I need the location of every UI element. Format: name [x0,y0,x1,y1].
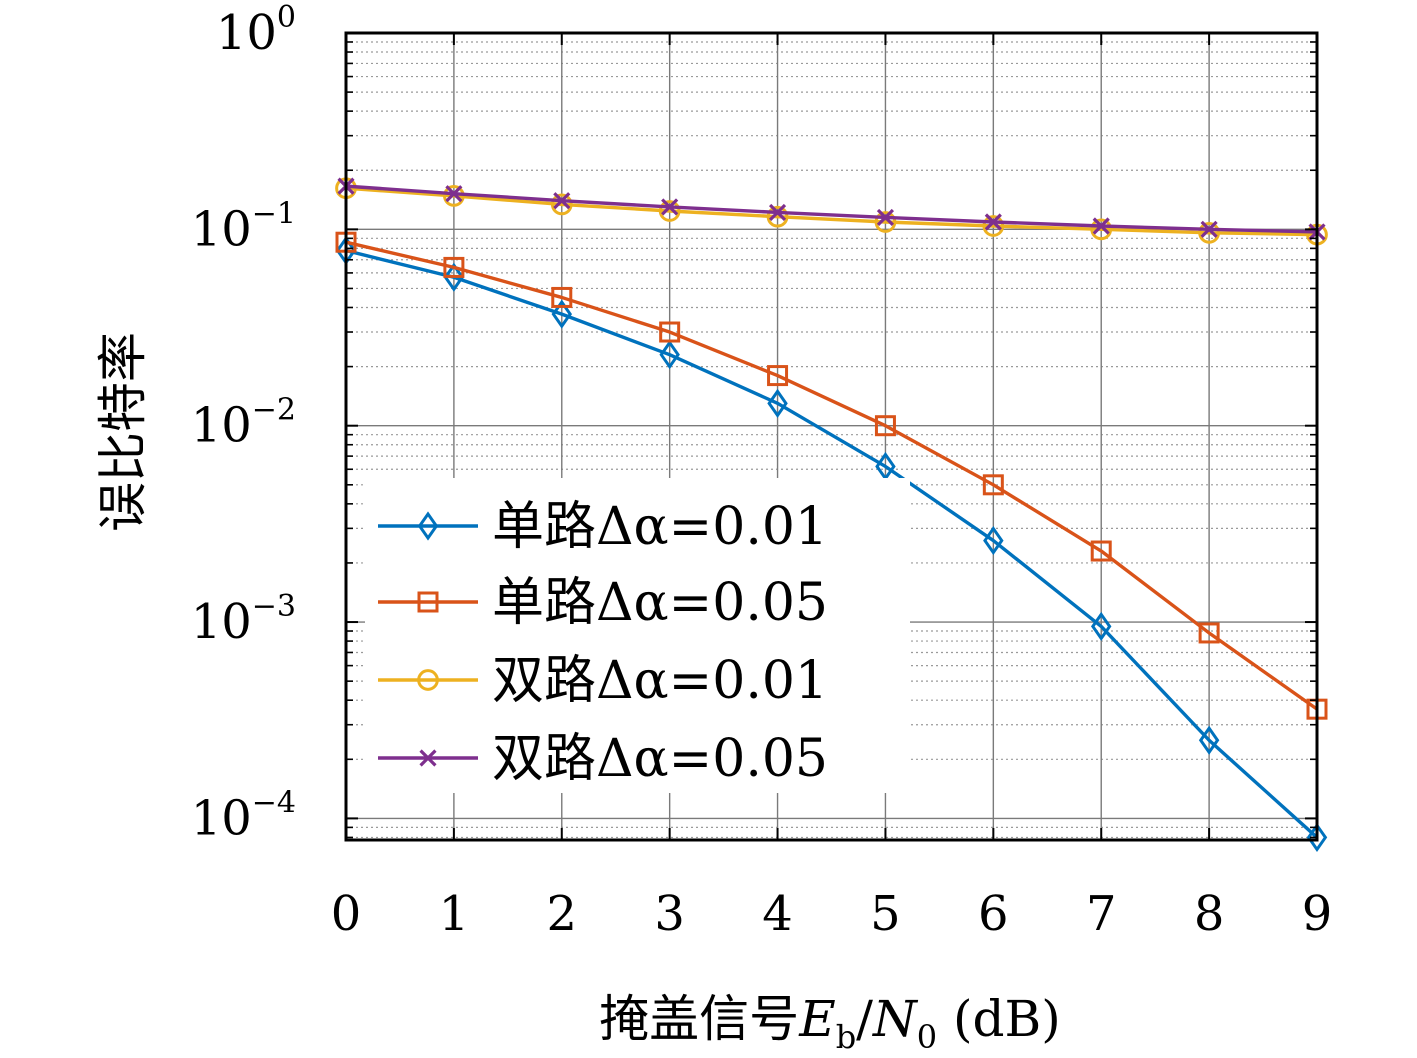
data-point-0-9 [1306,822,1328,853]
data-point-0-2 [551,299,573,329]
y-tick-label: 10−4 [191,785,296,846]
series-3 [337,177,1326,241]
series-1 [335,231,1328,720]
y-tick-label: 100 [216,0,296,61]
data-point-2-2 [550,193,573,216]
legend-item-1: 单路Δα=0.05 [378,573,828,633]
legend-label-0: 单路Δα=0.01 [492,497,828,557]
data-point-0-7 [1090,611,1112,642]
x-tick-label: 2 [547,886,578,942]
data-point-0-8 [1198,725,1220,755]
x-axis-label-suffix: (dB) [937,990,1061,1048]
data-point-3-1 [445,185,463,203]
data-point-1-1 [443,256,465,278]
series-0 [335,235,1328,853]
data-point-2-8 [1198,221,1220,244]
x-axis-label-b: b [836,1018,856,1056]
x-tick-label: 0 [331,886,362,942]
data-point-3-7 [1092,217,1110,235]
data-point-0-4 [767,388,788,418]
x-axis-label-N: N [872,990,919,1048]
y-tick-exponent: 0 [277,0,296,35]
data-point-0-1 [443,262,465,292]
series-line-3 [345,184,1318,234]
y-tick-exponent: −1 [252,196,296,231]
x-tick-label: 1 [439,886,470,942]
x-tick-label: 5 [870,886,901,942]
x-tick-label: 8 [1194,886,1225,942]
y-tick-base: 10 [191,398,252,454]
data-point-1-2 [551,286,573,308]
y-tick-exponent: −2 [252,393,296,428]
data-point-2-5 [874,211,897,233]
y-tick-base: 10 [191,594,252,650]
y-tick-label: 10−3 [191,589,296,650]
series-line-1 [345,240,1318,711]
data-point-1-8 [1198,622,1220,644]
x-axis-label-E: E [798,990,836,1048]
data-point-2-7 [1090,218,1113,241]
y-tick-exponent: −4 [252,785,296,820]
y-axis-label: 误比特率 [94,332,152,532]
data-point-3-5 [876,208,895,227]
x-tick-label: 7 [1086,886,1117,942]
data-point-2-4 [766,205,789,228]
data-point-3-2 [553,192,571,210]
x-axis-label-zero: 0 [917,1018,937,1056]
y-tick-label: 10−1 [191,196,296,257]
data-point-2-6 [982,215,1005,237]
legend-label-3: 双路Δα=0.05 [492,729,828,789]
x-tick-label: 4 [762,886,793,942]
data-point-3-8 [1200,220,1218,238]
x-tick-label: 3 [654,886,685,942]
legend-item-2: 双路Δα=0.01 [378,651,828,711]
axes [344,31,1319,842]
legend-item-0: 单路Δα=0.01 [378,497,828,557]
legend-marker-0 [417,511,439,541]
y-tick-exponent: −3 [252,589,296,624]
legend: 单路Δα=0.01 单路Δα=0.05 双路Δα=0.01 双路Δα=0.05 [365,478,910,793]
series-line-2 [345,186,1318,237]
data-point-1-5 [874,415,896,437]
x-axis-label-slash: / [856,990,873,1048]
legend-box [365,478,910,793]
data-point-3-3 [661,198,679,216]
data-point-0-6 [983,525,1004,556]
series-line-0 [345,248,1319,839]
y-tick-base: 10 [216,5,277,61]
data-point-3-4 [768,203,787,221]
data-point-1-4 [767,365,789,387]
legend-marker-2 [417,669,439,691]
data-point-3-6 [984,213,1002,231]
y-tick-base: 10 [191,790,252,846]
x-tick-label: 9 [1302,886,1333,942]
data-point-1-7 [1090,540,1112,562]
legend-label-2: 双路Δα=0.01 [492,651,828,711]
x-tick-label: 6 [978,886,1009,942]
y-tick-base: 10 [191,201,252,257]
x-axis-label-prefix: 掩盖信号 [599,990,799,1048]
series-layer [335,177,1328,853]
data-point-2-3 [658,200,681,222]
legend-marker-3 [419,749,437,767]
legend-label-1: 单路Δα=0.05 [492,573,828,633]
data-point-0-3 [659,340,680,370]
plot-frame [344,31,1319,842]
data-point-1-6 [982,474,1004,496]
data-point-1-3 [659,321,681,343]
legend-item-3: 双路Δα=0.05 [378,729,828,789]
legend-marker-1 [417,591,439,613]
x-axis-label: 掩盖信号Eb/N0 (dB) [599,990,1061,1056]
y-tick-label: 10−2 [191,393,296,454]
